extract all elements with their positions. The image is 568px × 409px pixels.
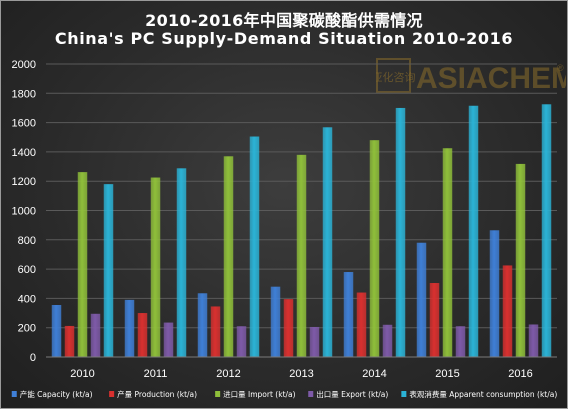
y-tick-label: 800 <box>18 235 36 247</box>
y-tick-label: 600 <box>18 264 36 276</box>
x-tick-label: 2013 <box>289 368 313 380</box>
logo-brand: ASIACHEM <box>416 62 566 95</box>
y-tick-label: 2000 <box>12 59 36 71</box>
bar <box>502 265 513 357</box>
bar <box>382 324 393 357</box>
bar <box>163 322 174 357</box>
bar <box>137 313 148 357</box>
bar <box>343 272 354 357</box>
chart-subtitle: China's PC Supply-Demand Situation 2010-… <box>54 29 514 48</box>
logo-registered: ® <box>557 63 564 73</box>
x-tick-label: 2016 <box>508 368 532 380</box>
bar <box>124 299 135 357</box>
bar <box>395 107 406 357</box>
bar <box>322 127 333 358</box>
logo-seal: 亚化咨询 <box>376 70 416 84</box>
chart-title: 2010-2016年中国聚碳酸酯供需情况 <box>145 11 423 30</box>
asiachem-logo-watermark: 亚化咨询 ASIACHEM ® <box>376 58 566 95</box>
bar <box>429 283 440 357</box>
bar <box>528 324 539 357</box>
y-tick-label: 400 <box>18 293 36 305</box>
bar <box>541 104 552 357</box>
x-tick-label: 2011 <box>144 368 168 380</box>
bar <box>103 184 114 357</box>
x-tick-label: 2014 <box>362 368 386 380</box>
y-tick-label: 0 <box>30 352 36 364</box>
legend-label: 出口量 Export (kt/a) <box>316 389 388 399</box>
bar <box>416 242 427 357</box>
bar <box>77 172 88 357</box>
bar <box>442 148 453 357</box>
x-tick-label: 2012 <box>216 368 240 380</box>
y-tick-label: 1600 <box>12 118 36 130</box>
bar <box>455 326 466 357</box>
legend-swatch <box>215 391 221 397</box>
bar <box>176 168 187 357</box>
y-tick-label: 1400 <box>12 147 36 159</box>
legend-label: 表观消费量 Apparent consumption (kt/a) <box>409 389 557 399</box>
legend-swatch <box>109 391 115 397</box>
y-tick-label: 1200 <box>12 176 36 188</box>
bar <box>468 105 479 357</box>
bar <box>309 326 320 357</box>
bar <box>51 304 62 357</box>
bar <box>489 230 500 357</box>
bar <box>249 136 260 357</box>
legend-swatch <box>308 391 314 397</box>
y-tick-label: 1800 <box>12 88 36 100</box>
legend-swatch <box>11 391 17 397</box>
legend-label: 产量 Production (kt/a) <box>117 389 197 399</box>
bar <box>296 154 307 357</box>
legend-swatch <box>401 391 407 397</box>
bar <box>356 292 367 357</box>
x-tick-label: 2015 <box>435 368 459 380</box>
legend-label: 进口量 Import (kt/a) <box>223 390 295 399</box>
y-tick-label: 200 <box>18 323 36 335</box>
bar <box>90 313 101 357</box>
bar <box>64 325 75 357</box>
y-tick-label: 1000 <box>12 206 36 218</box>
bar <box>283 299 294 357</box>
bar <box>236 326 247 357</box>
bar <box>515 163 526 357</box>
bar <box>270 286 281 357</box>
bar <box>210 306 221 357</box>
legend-label: 产能 Capacity (kt/a) <box>20 389 93 399</box>
x-tick-label: 2010 <box>70 368 94 380</box>
bar <box>223 156 234 357</box>
bar <box>369 140 380 357</box>
bar <box>150 177 161 357</box>
bar <box>197 293 208 357</box>
